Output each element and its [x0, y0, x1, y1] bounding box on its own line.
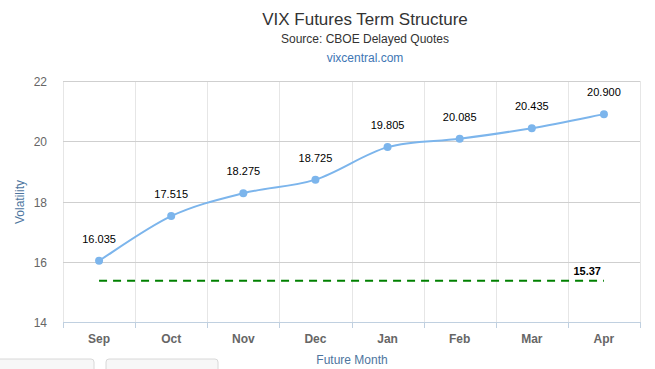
data-label: 17.515 — [154, 188, 188, 200]
reference-line — [99, 280, 604, 282]
category-divider — [63, 81, 64, 322]
y-tick-label: 18 — [34, 196, 48, 210]
x-tick-label: Sep — [88, 332, 110, 346]
marker — [239, 189, 247, 197]
x-tick — [496, 322, 497, 328]
y-tick-label: 16 — [34, 256, 48, 270]
data-label: 18.725 — [299, 152, 333, 164]
subtitle: Source: CBOE Delayed Quotes — [281, 32, 449, 46]
data-label: 19.805 — [371, 119, 405, 131]
marker — [384, 143, 392, 151]
x-tick-label: Nov — [232, 332, 255, 346]
x-tick — [207, 322, 208, 328]
grid-line — [63, 141, 640, 142]
caption: vixcentral.com — [327, 51, 404, 65]
x-axis-title: Future Month — [316, 353, 387, 367]
x-tick — [352, 322, 353, 328]
marker — [95, 257, 103, 265]
category-divider — [496, 81, 497, 322]
grid-line — [63, 262, 640, 263]
title: VIX Futures Term Structure — [262, 10, 468, 29]
data-label: 20.085 — [443, 111, 477, 123]
y-tick-label: 22 — [34, 75, 48, 89]
y-tick-label: 14 — [34, 316, 48, 330]
x-tick — [568, 322, 569, 328]
y-axis-title: Volatility — [13, 180, 27, 224]
x-tick — [135, 322, 136, 328]
x-tick-label: Jan — [377, 332, 398, 346]
category-divider — [135, 81, 136, 322]
grid-line — [63, 202, 640, 203]
data-label: 20.900 — [587, 86, 621, 98]
category-divider — [352, 81, 353, 322]
data-label: 20.435 — [515, 100, 549, 112]
marker — [167, 212, 175, 220]
x-tick-label: Oct — [161, 332, 181, 346]
category-divider — [424, 81, 425, 322]
plot-area — [95, 110, 608, 281]
category-divider — [207, 81, 208, 322]
x-tick — [63, 322, 64, 328]
data-label: 16.035 — [82, 233, 116, 245]
series-line — [99, 114, 604, 261]
x-tick-label: Mar — [521, 332, 543, 346]
marker — [600, 110, 608, 118]
y-tick-label: 20 — [34, 135, 48, 149]
chart: VIX Futures Term Structure Source: CBOE D… — [0, 0, 655, 369]
marker — [528, 124, 536, 132]
category-divider — [279, 81, 280, 322]
x-tick-label: Apr — [594, 332, 615, 346]
marker — [456, 135, 464, 143]
reference-label: 15.37 — [573, 265, 601, 277]
background — [0, 0, 655, 369]
button — [0, 359, 94, 369]
x-tick — [279, 322, 280, 328]
grid-line — [63, 322, 640, 323]
category-divider — [568, 81, 569, 322]
category-divider — [640, 81, 641, 322]
data-label: 18.275 — [226, 165, 260, 177]
marker — [311, 176, 319, 184]
x-tick — [640, 322, 641, 328]
x-tick — [424, 322, 425, 328]
x-tick-label: Feb — [449, 332, 470, 346]
x-axis — [63, 322, 640, 323]
grid-line — [63, 81, 640, 82]
x-tick-label: Dec — [304, 332, 326, 346]
button — [106, 359, 218, 369]
